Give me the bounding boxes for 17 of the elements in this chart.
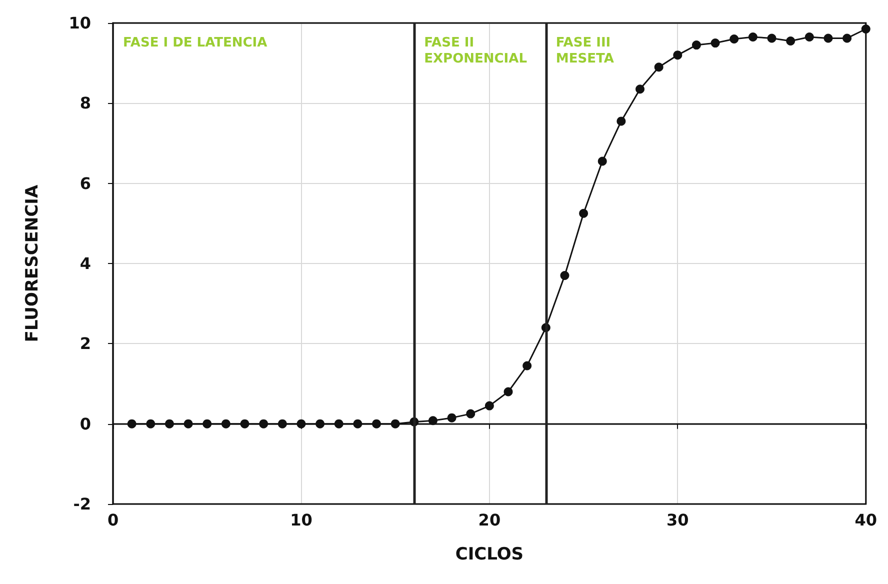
y-tick-label: 4 (80, 254, 91, 273)
annotation: FASE II EXPONENCIAL (424, 36, 528, 66)
y-axis-title: FLUORESCENCIA (22, 184, 42, 342)
y-tick-label: -2 (73, 494, 91, 514)
y-tick-label: 2 (80, 334, 91, 354)
x-axis-title: CICLOS (455, 544, 524, 564)
x-tick-label: 20 (478, 510, 501, 530)
x-tick-label: 40 (854, 510, 877, 530)
y-tick-label: 6 (80, 174, 91, 193)
y-tick-label: 0 (80, 414, 91, 434)
annotation: FASE III MESETA (556, 36, 614, 66)
x-tick-label: 30 (666, 510, 689, 530)
annotation: FASE I DE LATENCIA (123, 36, 268, 50)
y-tick-label: 8 (80, 94, 91, 113)
y-tick-label: 10 (68, 14, 91, 32)
x-tick-label: 10 (290, 510, 312, 530)
x-tick-label: 0 (107, 510, 119, 530)
